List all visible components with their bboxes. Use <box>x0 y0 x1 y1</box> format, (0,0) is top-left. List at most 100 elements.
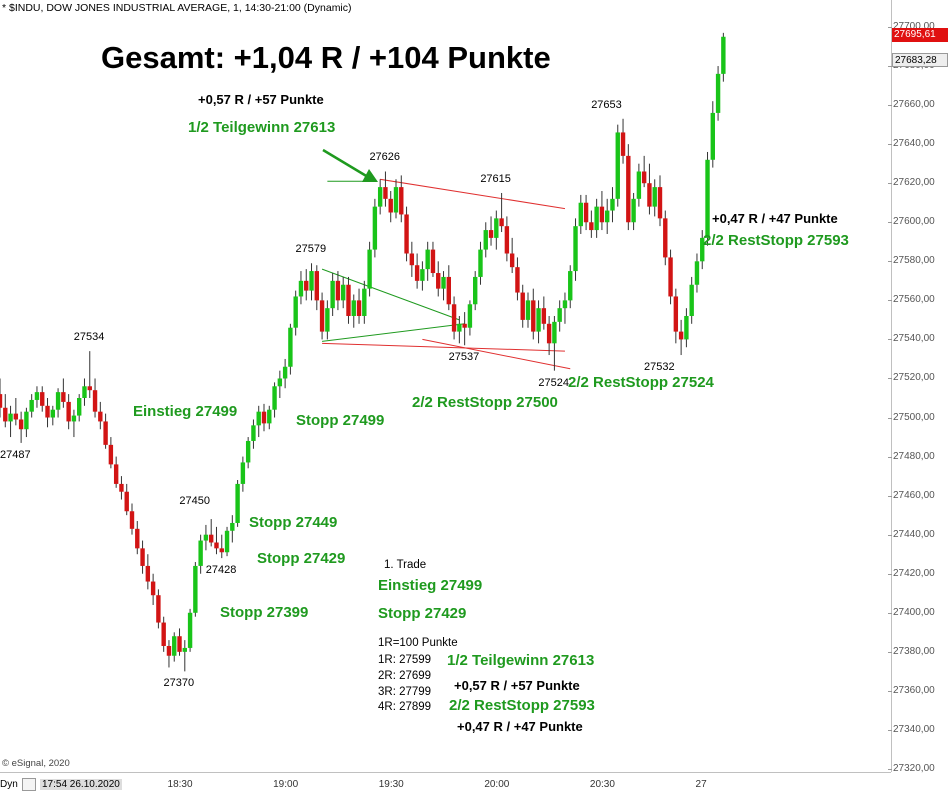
candle-body <box>715 73 721 113</box>
candle-body <box>710 112 715 160</box>
y-tick-mark <box>888 456 892 458</box>
trade-rest-stop: 2/2 RestStopp 27593 <box>449 697 595 714</box>
candle-body <box>694 261 700 285</box>
trade-target: 1/2 Teilgewinn 27613 <box>447 652 595 669</box>
candle-body <box>515 267 520 293</box>
r4-level: 4R: 27899 <box>378 701 432 713</box>
entry-label: Einstieg 27499 <box>133 403 238 420</box>
candle-body <box>272 386 277 410</box>
candle-body <box>245 440 251 463</box>
candle-body <box>277 378 283 387</box>
y-tick-label: 27340,00 <box>893 723 935 735</box>
candle-body <box>605 210 610 223</box>
y-tick-mark <box>888 300 892 302</box>
candle-body <box>66 401 71 422</box>
y-tick-mark <box>888 534 892 536</box>
candle-body <box>478 249 483 277</box>
stop-2-label: Stopp 27449 <box>249 514 338 531</box>
candle-body <box>298 280 304 297</box>
candle-body <box>531 300 536 332</box>
trade-stop: Stopp 27429 <box>378 605 467 622</box>
r-definition: 1R=100 Punkte <box>378 637 458 649</box>
x-tick-label: 20:30 <box>589 779 615 790</box>
stop-3-label: Stopp 27429 <box>257 550 346 567</box>
candle-body <box>8 413 13 422</box>
candle-body <box>108 444 114 465</box>
y-tick-label: 27620,00 <box>893 177 935 189</box>
y-tick-label: 27400,00 <box>893 606 935 618</box>
candle-body <box>388 198 393 213</box>
x-tick-label: 18:30 <box>167 779 193 790</box>
swing-label: 27534 <box>73 331 105 344</box>
y-tick-mark <box>888 573 892 575</box>
last-price-tag: 27695,61 <box>892 28 948 42</box>
candle-body <box>193 565 198 613</box>
candle-body <box>557 308 562 322</box>
y-tick-label: 27600,00 <box>893 216 935 228</box>
rest-stop-593-label: 2/2 RestStopp 27593 <box>703 232 849 249</box>
swing-label: 27653 <box>591 98 622 111</box>
candle-body <box>494 218 499 238</box>
trendline <box>422 338 571 370</box>
candle-body <box>293 296 298 328</box>
candle-body <box>71 415 77 422</box>
stop-4-label: Stopp 27399 <box>220 604 309 621</box>
candle-body <box>673 296 679 332</box>
candle-body <box>467 304 473 328</box>
candle-body <box>87 386 92 391</box>
candle-body <box>636 171 642 199</box>
candle-body <box>409 253 415 266</box>
arrow-line <box>322 148 369 179</box>
candle-body <box>509 253 515 268</box>
candle-body <box>304 280 309 291</box>
candle-body <box>29 399 34 412</box>
candle-body <box>24 411 29 430</box>
candle-body <box>172 636 177 656</box>
candle-body <box>309 271 314 291</box>
candle-body <box>325 308 330 332</box>
candle-body <box>209 534 214 543</box>
y-tick-label: 27420,00 <box>893 567 935 579</box>
r1-level: 1R: 27599 <box>378 654 432 666</box>
candle-body <box>451 304 457 332</box>
candle-body <box>240 462 246 484</box>
candle-body <box>214 542 219 549</box>
candle-body <box>230 522 235 531</box>
arrow-head <box>362 169 378 182</box>
candle-body <box>177 636 182 652</box>
timestamp: 17:54 26.10.2020 <box>40 779 122 790</box>
candle-body <box>546 323 552 344</box>
candle-body <box>610 198 615 211</box>
candle-body <box>520 292 525 320</box>
y-tick-mark <box>888 769 892 770</box>
y-tick-label: 27320,00 <box>893 763 935 774</box>
candles <box>0 32 726 672</box>
x-tick-label: 20:00 <box>484 779 510 790</box>
candle-body <box>525 300 531 320</box>
candle-body <box>18 419 24 430</box>
dyn-toggle[interactable] <box>22 778 36 791</box>
candle-body <box>0 394 3 408</box>
swing-label: 27615 <box>480 172 511 185</box>
y-tick-label: 27460,00 <box>893 489 935 501</box>
candle-body <box>652 187 657 207</box>
candle-body <box>457 323 462 332</box>
y-tick-mark <box>888 651 892 653</box>
candle-body <box>135 528 140 549</box>
swing-label: 27537 <box>448 351 480 364</box>
candle-body <box>383 187 388 199</box>
candle-body <box>166 645 172 656</box>
candle-body <box>573 226 578 272</box>
candle-body <box>161 622 166 646</box>
candle-body <box>568 271 573 301</box>
y-tick-mark <box>888 690 892 692</box>
y-tick-mark <box>888 27 892 28</box>
reference-price-tag: 27683,28 <box>892 53 948 67</box>
candle-body <box>615 132 620 199</box>
candle-body <box>198 540 203 566</box>
candle-body <box>425 249 430 270</box>
x-tick-label: 19:30 <box>378 779 404 790</box>
candle-body <box>341 284 346 301</box>
candle-body <box>330 280 335 309</box>
candle-body <box>589 222 594 231</box>
